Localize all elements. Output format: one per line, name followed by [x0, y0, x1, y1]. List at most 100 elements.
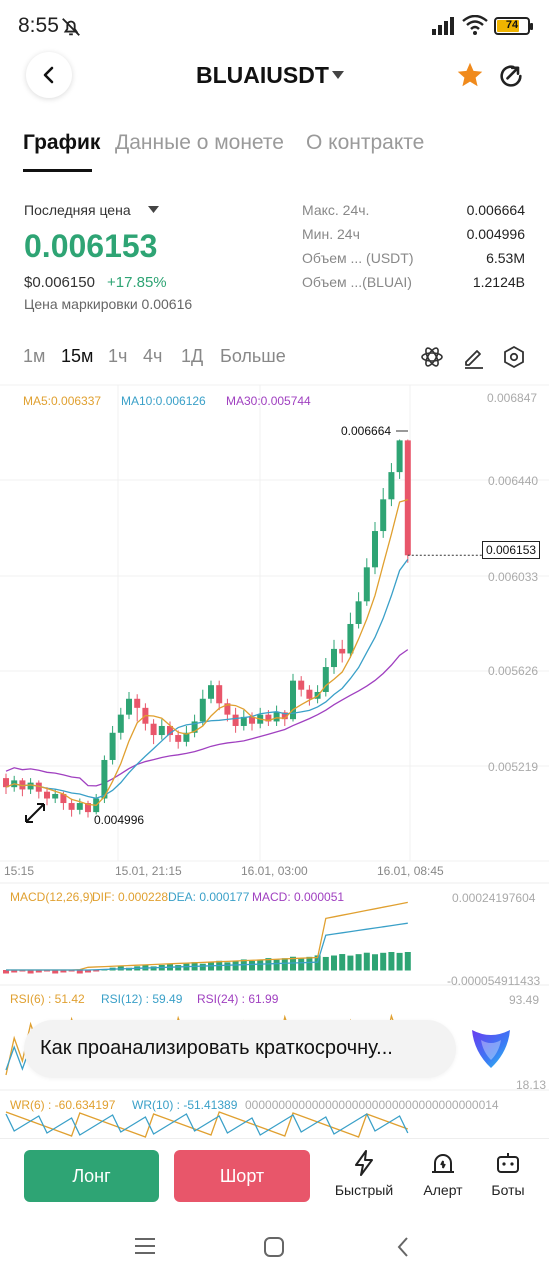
- tab-contract[interactable]: О контракте: [306, 131, 425, 154]
- macd-bar: [93, 970, 100, 972]
- candle-body: [183, 732, 190, 742]
- tab-chart[interactable]: График: [23, 131, 101, 154]
- macd-bar: [363, 952, 370, 971]
- stat-low-value: 0.004996: [466, 226, 525, 242]
- chevron-left-icon: [43, 66, 54, 84]
- indicator-icon[interactable]: [420, 345, 444, 369]
- candle-body: [249, 716, 255, 724]
- macd-bar: [322, 956, 329, 971]
- timeframe-1h[interactable]: 1ч: [108, 346, 128, 366]
- rsi6-label: RSI(6) : 51.42: [10, 992, 85, 1006]
- stat-volume-usdt-label: Объем ... (USDT): [302, 250, 414, 266]
- share-icon[interactable]: [497, 62, 525, 90]
- macd-bar: [339, 954, 346, 971]
- macd-bar: [224, 962, 231, 971]
- macd-min-label: -0.000054911433: [447, 974, 541, 988]
- macd-panel: [3, 901, 411, 974]
- macd-max-label: 0.00024197604: [452, 891, 536, 905]
- bots-button[interactable]: Боты: [473, 1150, 543, 1206]
- menu-icon[interactable]: [133, 1236, 157, 1256]
- macd-dea-label: DEA: 0.000177: [168, 890, 250, 904]
- pair-title[interactable]: BLUAIUSDT: [196, 62, 329, 88]
- candle-body: [281, 712, 288, 720]
- lightning-icon: [355, 1150, 373, 1176]
- ma30-label: MA30:0.005744: [226, 394, 311, 408]
- ma5-path: [5, 499, 408, 806]
- battery-level: 74: [505, 19, 519, 31]
- y-axis-label: 0.005219: [488, 760, 539, 774]
- macd-bar: [44, 970, 50, 972]
- system-nav-bar: [0, 1218, 549, 1280]
- ma5-label: MA5:0.006337: [23, 394, 102, 408]
- candle-body: [363, 567, 370, 602]
- macd-bar: [273, 959, 280, 971]
- status-bar: 8:55 74: [0, 0, 549, 52]
- mark-price: Цена маркировки 0.00616: [24, 296, 193, 312]
- macd-bar: [19, 970, 26, 972]
- ma30-path: [5, 649, 409, 787]
- timeframe-1d[interactable]: 1Д: [181, 346, 204, 366]
- wr6-path: [5, 1111, 409, 1138]
- caret-down-icon[interactable]: [148, 206, 159, 213]
- star-icon[interactable]: [456, 61, 484, 89]
- x-axis-label: 15:15: [4, 864, 35, 878]
- timeframe-1m[interactable]: 1м: [23, 346, 46, 366]
- candle-body: [232, 714, 239, 726]
- quick-trade-button[interactable]: Быстрый: [329, 1150, 399, 1206]
- stat-volume-bluai-label: Объем ...(BLUAI): [302, 274, 412, 290]
- candle-body: [126, 698, 132, 715]
- timeframe-4h[interactable]: 4ч: [143, 346, 163, 366]
- last-price: 0.006153: [24, 228, 158, 264]
- candle-body: [208, 685, 214, 699]
- timeframe-more[interactable]: Больше: [220, 346, 286, 366]
- y-axis-label: 0.006440: [488, 474, 539, 488]
- candle-body: [27, 782, 34, 790]
- candle-body: [101, 759, 108, 799]
- settings-hex-icon[interactable]: [503, 345, 525, 369]
- macd-bar: [306, 956, 313, 971]
- pencil-icon[interactable]: [462, 345, 486, 369]
- low-marker: 0.004996: [94, 813, 145, 827]
- macd-bar: [314, 955, 321, 971]
- candle-body: [290, 680, 296, 720]
- candle-body: [339, 648, 346, 654]
- candle-body: [199, 698, 206, 722]
- expand-icon[interactable]: [24, 802, 46, 824]
- candle-body: [134, 698, 141, 708]
- bots-label: Боты: [491, 1182, 525, 1198]
- candle-body: [191, 721, 198, 733]
- ai-prompt-bubble[interactable]: Как проанализировать краткосрочну...: [24, 1020, 456, 1078]
- macd-bar: [347, 955, 354, 971]
- last-price-label[interactable]: Последняя цена: [24, 202, 131, 218]
- candle-body: [331, 648, 337, 668]
- caret-down-icon[interactable]: [332, 71, 344, 79]
- home-icon[interactable]: [263, 1236, 285, 1258]
- back-button[interactable]: [26, 52, 72, 98]
- macd-bar: [355, 954, 362, 971]
- back-nav-icon[interactable]: [395, 1236, 411, 1258]
- alert-button[interactable]: Алерт: [408, 1150, 478, 1206]
- macd-bar: [281, 958, 288, 971]
- y-axis-label: 0.006033: [488, 570, 539, 584]
- ai-assistant-icon[interactable]: [466, 1024, 516, 1074]
- candle-body: [19, 780, 26, 790]
- macd-bar: [85, 970, 91, 973]
- current-price-tag: 0.006153: [482, 541, 541, 559]
- candle-body: [322, 667, 329, 692]
- macd-bar: [199, 963, 206, 971]
- candle-body: [306, 689, 313, 699]
- candlestick-chart[interactable]: [0, 384, 549, 1140]
- macd-bar: [11, 970, 18, 973]
- macd-bar: [396, 952, 403, 971]
- candle-body: [347, 623, 354, 654]
- timeframe-15m[interactable]: 15м: [61, 346, 94, 366]
- short-button[interactable]: Шорт: [174, 1150, 310, 1202]
- long-button[interactable]: Лонг: [24, 1150, 159, 1202]
- candle-body: [372, 531, 378, 568]
- macd-label: MACD(12,26,9): [10, 890, 94, 904]
- macd-bar: [60, 970, 67, 973]
- candle-body: [35, 782, 42, 792]
- stat-high-value: 0.006664: [466, 202, 525, 218]
- ma30-line: [5, 649, 409, 787]
- tab-coin-data[interactable]: Данные о монете: [115, 131, 284, 154]
